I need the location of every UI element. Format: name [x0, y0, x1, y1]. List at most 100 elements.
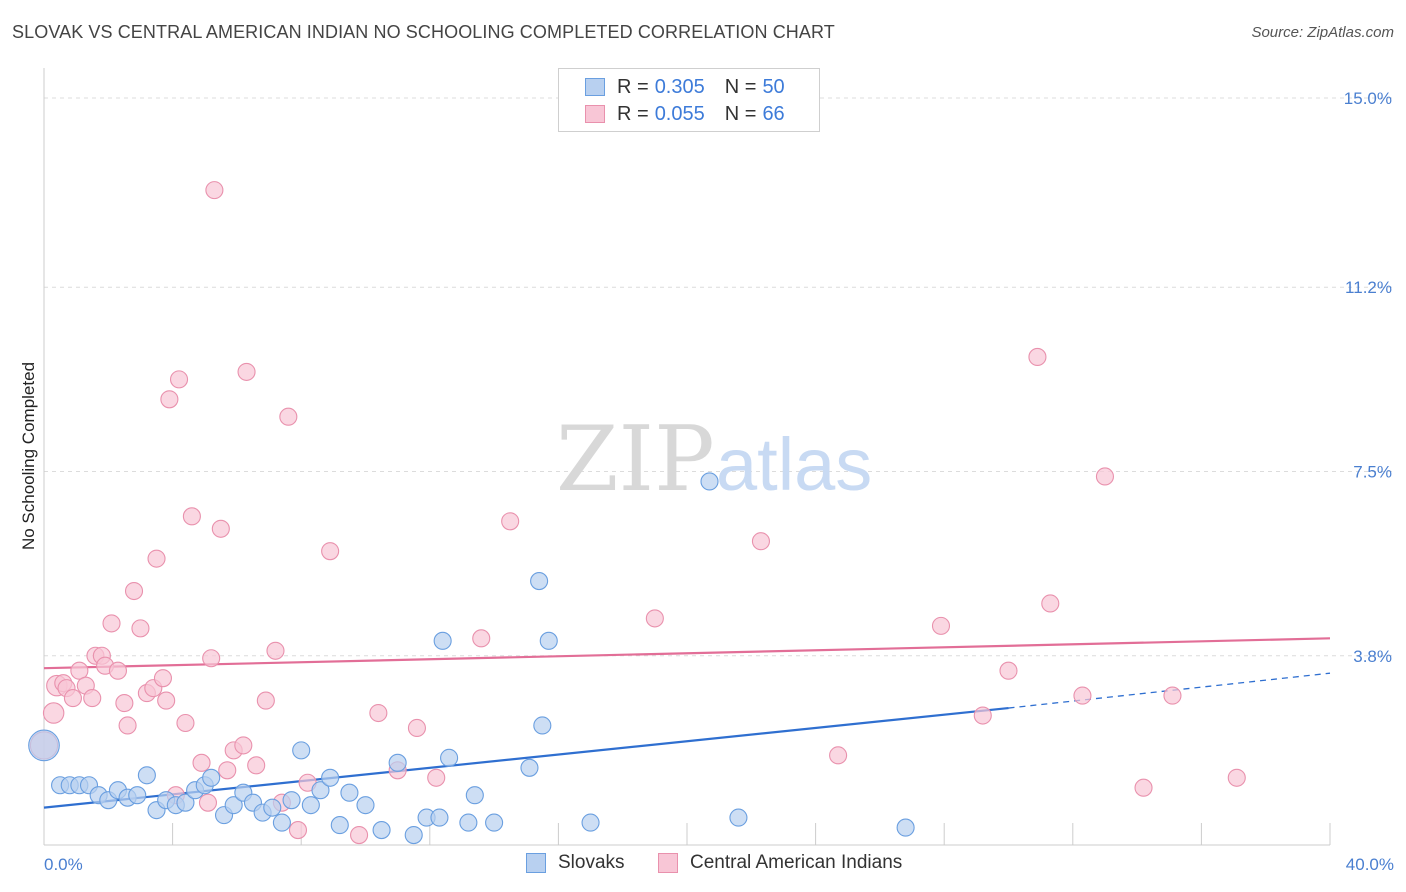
cai-point — [256, 691, 275, 710]
cai-point — [131, 619, 150, 638]
cai-point — [234, 736, 253, 755]
data-points — [28, 181, 1246, 845]
slovak-point — [440, 748, 459, 767]
slovak-point — [539, 631, 558, 650]
slovak-point — [311, 781, 330, 800]
chart-title: SLOVAK VS CENTRAL AMERICAN INDIAN NO SCH… — [12, 22, 835, 42]
slovaks-trend-extension — [1008, 672, 1331, 709]
cai-point — [266, 641, 285, 660]
y-tick-label: 11.2% — [1345, 278, 1392, 297]
cai-point — [931, 616, 951, 635]
cai-point — [350, 825, 369, 845]
watermark-atlas: atlas — [716, 423, 872, 506]
bottom-legend-cai: Central American Indians — [658, 852, 902, 874]
cai-point — [1028, 347, 1047, 367]
cai-point — [160, 390, 179, 409]
cai-point — [42, 702, 65, 724]
cai-point — [202, 649, 221, 668]
slovak-point — [430, 808, 449, 827]
cai-point — [192, 753, 211, 772]
legend: R = 0.305 N = 50 R = 0.055 N = 66 — [558, 68, 820, 132]
cai-point — [751, 532, 770, 551]
legend-n-value: 50 — [762, 75, 785, 98]
watermark: ZIP atlas — [556, 407, 872, 512]
slovak-point — [388, 753, 407, 772]
cai-point — [407, 718, 426, 738]
cai-point — [237, 362, 256, 381]
slovak-point — [530, 572, 549, 591]
slovak-point — [282, 791, 301, 810]
legend-r-label: R = — [617, 75, 649, 98]
cai-point — [218, 761, 237, 780]
cai-point — [102, 614, 121, 633]
cai-point — [147, 549, 166, 568]
axes — [43, 68, 1331, 846]
cai-point — [124, 581, 144, 601]
legend-n-label: N = — [724, 102, 757, 125]
legend-swatch-slovaks — [585, 78, 605, 96]
cai-point — [427, 768, 446, 787]
cai-point — [1095, 467, 1114, 486]
slovak-point — [356, 796, 375, 815]
y-tick-label: 7.5% — [1353, 463, 1392, 482]
bottom-legend-label-cai: Central American Indians — [690, 852, 903, 873]
cai-trend-line — [43, 637, 1331, 670]
bottom-legend-slovaks: Slovaks — [526, 852, 625, 874]
y-axis-label: No Schooling Completed — [19, 362, 38, 550]
legend-r-label: R = — [617, 102, 649, 125]
slovak-point — [729, 808, 748, 827]
y-tick-label: 3.8% — [1353, 647, 1392, 666]
cai-point — [115, 694, 134, 713]
slovak-point — [301, 796, 320, 815]
slovak-point — [433, 631, 452, 650]
slovak-point — [28, 729, 60, 762]
bottom-legend-label-slovaks: Slovaks — [558, 852, 625, 873]
cai-point — [63, 689, 82, 708]
cai-point — [288, 821, 308, 840]
slovak-point — [272, 813, 291, 832]
slovak-point — [459, 813, 478, 832]
cai-point — [211, 519, 230, 538]
slovak-point — [581, 813, 600, 832]
slovak-point — [137, 766, 156, 785]
cai-point — [182, 507, 201, 526]
cai-point — [108, 661, 127, 680]
cai-point — [83, 689, 102, 708]
cai-point — [70, 661, 89, 680]
cai-point — [169, 370, 189, 389]
cai-point — [501, 512, 520, 531]
cai-point — [153, 669, 173, 688]
cai-point — [321, 542, 340, 561]
bottom-legend-swatch-cai — [658, 853, 678, 873]
slovak-point — [176, 793, 195, 812]
legend-r-value: 0.055 — [654, 102, 705, 125]
cai-point — [1227, 768, 1246, 787]
cai-point — [973, 706, 992, 725]
x-tick-label: 0.0% — [44, 855, 83, 874]
cai-point — [645, 609, 664, 628]
slovak-point — [330, 816, 349, 835]
slovak-point — [128, 786, 147, 805]
cai-point — [247, 756, 266, 775]
cai-point — [118, 716, 137, 735]
slovak-point — [340, 783, 359, 802]
cai-point — [369, 703, 388, 723]
legend-n-label: N = — [724, 75, 757, 98]
legend-swatch-cai — [585, 105, 605, 123]
source-label: Source: ZipAtlas.com — [1251, 24, 1394, 41]
slovak-point — [465, 786, 484, 805]
cai-point — [1073, 686, 1092, 705]
slovak-point — [292, 741, 311, 760]
slovak-point — [224, 796, 243, 815]
legend-r-value: 0.305 — [654, 75, 705, 98]
cai-point — [176, 713, 195, 733]
x-tick-label: 40.0% — [1346, 855, 1394, 874]
cai-point — [1041, 594, 1060, 613]
slovak-point — [896, 818, 915, 837]
slovak-point — [404, 825, 423, 845]
slovak-point — [263, 798, 282, 817]
slovak-point — [533, 716, 552, 735]
slovak-point — [321, 768, 340, 787]
cai-point — [472, 629, 491, 648]
